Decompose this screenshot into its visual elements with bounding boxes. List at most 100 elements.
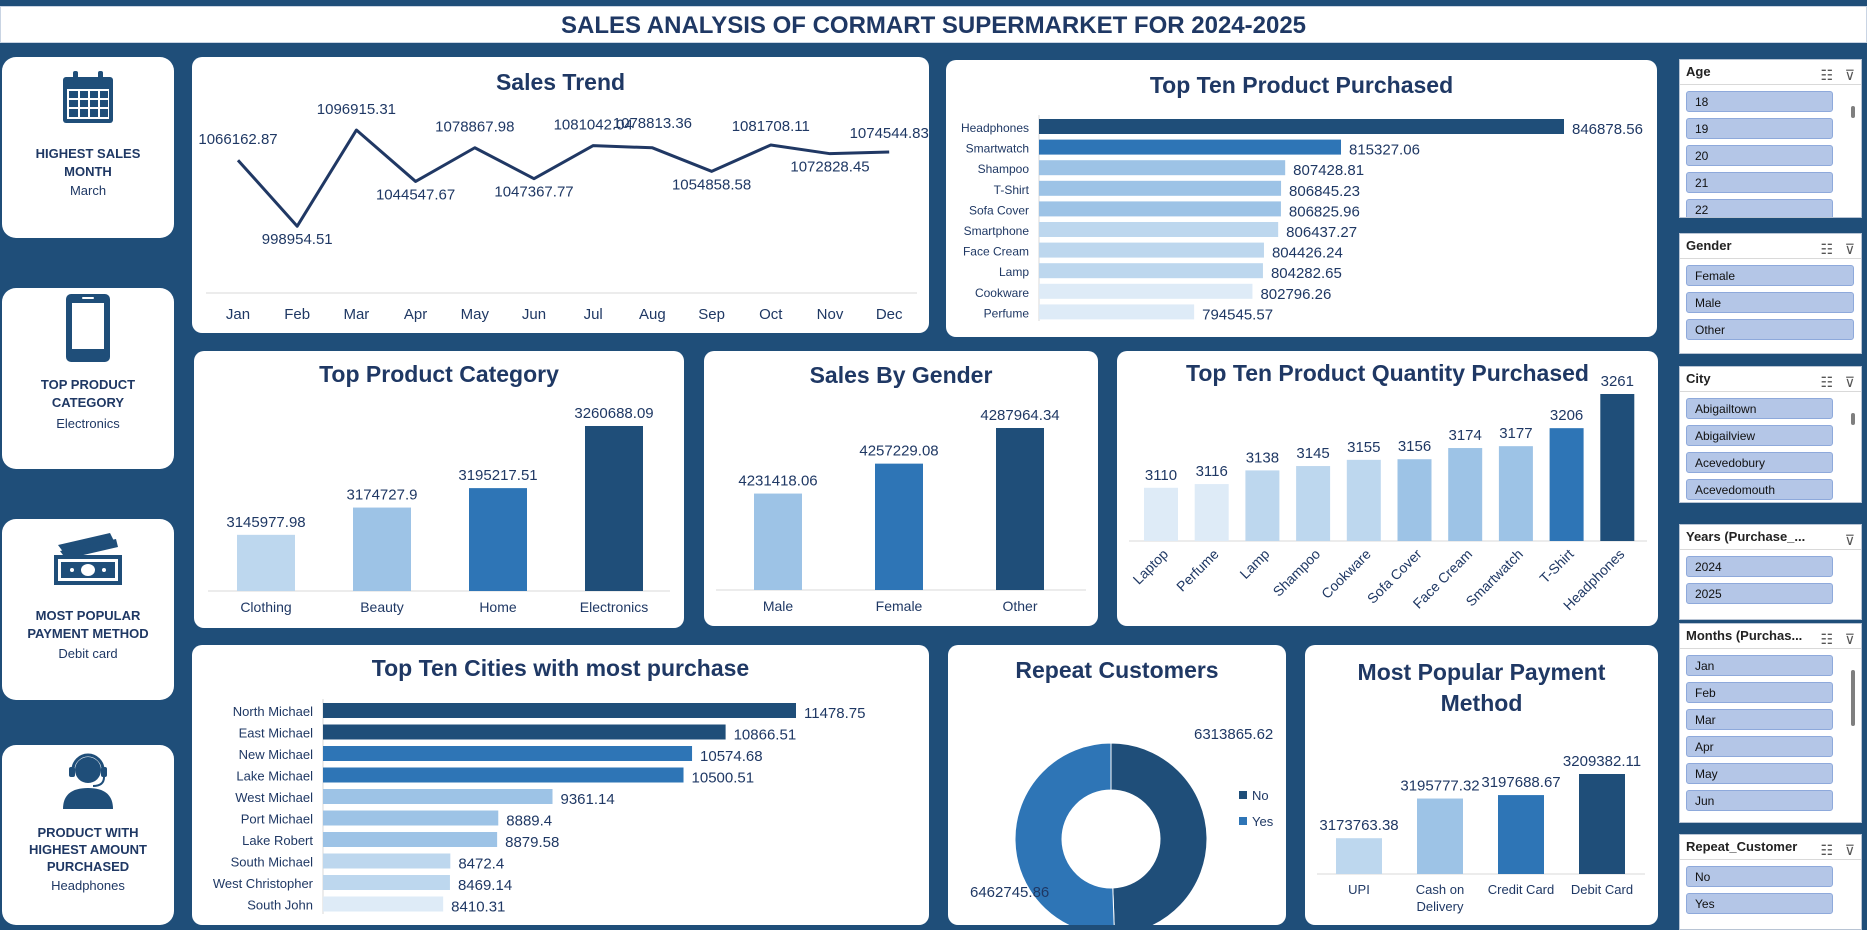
data-label: 11478.75 xyxy=(804,705,865,722)
data-label: 3206 xyxy=(1550,407,1583,424)
scrollbar[interactable] xyxy=(1851,106,1855,118)
x-tick-label: Apr xyxy=(404,306,427,323)
slicer-item[interactable]: 18 xyxy=(1686,91,1833,112)
slicer-item[interactable]: 19 xyxy=(1686,118,1833,139)
bar xyxy=(1039,119,1564,134)
slicer-item[interactable]: Male xyxy=(1686,292,1854,313)
x-tick-label: Electronics xyxy=(580,599,648,615)
clear-filter-icon[interactable]: ⊽ xyxy=(1844,67,1855,83)
x-tick-label: Mar xyxy=(343,306,369,323)
slicer-item[interactable]: Apr xyxy=(1686,736,1833,757)
y-tick-label: West Michael xyxy=(235,790,313,805)
data-label: 1096915.31 xyxy=(317,101,396,118)
data-label: 3145977.98 xyxy=(226,514,305,531)
slicer-title: Gender xyxy=(1686,238,1732,253)
slicer-repeat-customer[interactable]: Repeat_Customer ☷ ⊽ No Yes xyxy=(1679,834,1862,930)
slicer-item[interactable]: 21 xyxy=(1686,172,1833,193)
slicer-item[interactable]: Acevedomouth xyxy=(1686,479,1833,500)
slicer-item[interactable]: Jan xyxy=(1686,655,1833,676)
slicer-item[interactable]: May xyxy=(1686,763,1833,784)
multi-select-icon[interactable]: ☷ xyxy=(1820,374,1833,390)
top-qty-panel: Top Ten Product Quantity Purchased 3110 L… xyxy=(1117,351,1658,626)
y-tick-label: Lake Robert xyxy=(242,833,313,848)
slicer-item[interactable]: Other xyxy=(1686,319,1854,340)
kpi-label: CATEGORY xyxy=(51,395,125,410)
data-label: 806825.96 xyxy=(1289,203,1360,220)
data-label: 3195777.32 xyxy=(1400,778,1479,795)
y-tick-label: Sofa Cover xyxy=(969,203,1029,217)
chart-title: Top Ten Product Quantity Purchased xyxy=(1186,360,1589,386)
scrollbar[interactable] xyxy=(1851,670,1855,726)
slicer-age[interactable]: Age ☷ ⊽ 18 19 20 21 22 xyxy=(1679,59,1862,218)
bar xyxy=(1397,459,1432,541)
clear-filter-icon[interactable]: ⊽ xyxy=(1844,631,1855,647)
legend-swatch xyxy=(1239,791,1247,799)
clear-filter-icon[interactable]: ⊽ xyxy=(1844,374,1855,390)
smartphone-icon xyxy=(65,293,111,368)
kpi-label: HIGHEST AMOUNT xyxy=(29,842,147,857)
data-label: 3116 xyxy=(1196,463,1228,480)
kpi-value: Headphones xyxy=(51,878,125,893)
multi-select-icon[interactable]: ☷ xyxy=(1820,67,1833,83)
slicer-item[interactable]: 22 xyxy=(1686,199,1833,217)
x-tick-label: Cash on xyxy=(1416,882,1464,897)
multi-select-icon[interactable]: ☷ xyxy=(1820,631,1833,647)
x-tick-label: Laptop xyxy=(1130,546,1172,588)
bar xyxy=(585,426,643,591)
bar xyxy=(323,896,444,912)
x-tick-label: Female xyxy=(876,598,923,614)
bar xyxy=(1336,838,1382,874)
multi-select-icon[interactable]: ☷ xyxy=(1820,842,1833,858)
x-tick-label: UPI xyxy=(1348,882,1370,897)
x-tick-label: Clothing xyxy=(240,599,291,615)
top-cities-panel: Top Ten Cities with most purchase North … xyxy=(192,645,929,925)
slicer-gender[interactable]: Gender ☷ ⊽ Female Male Other xyxy=(1679,233,1862,354)
cash-icon xyxy=(52,531,124,592)
slicer-item[interactable]: Abigailview xyxy=(1686,425,1833,446)
slicer-item[interactable]: Jun xyxy=(1686,790,1833,811)
chart-title: Top Product Category xyxy=(319,361,559,387)
data-label: 3261 xyxy=(1601,373,1634,390)
slicer-item[interactable]: No xyxy=(1686,866,1833,887)
multi-select-icon[interactable]: ☷ xyxy=(1820,241,1833,257)
slicer-months[interactable]: Months (Purchas... ☷ ⊽ Jan Feb Mar Apr M… xyxy=(1679,623,1862,823)
slicer-item[interactable]: 2024 xyxy=(1686,556,1833,577)
clear-filter-icon[interactable]: ⊽ xyxy=(1844,532,1855,548)
slicer-item[interactable]: Acevedobury xyxy=(1686,452,1833,473)
slicer-item[interactable]: 2025 xyxy=(1686,583,1833,604)
data-label: 3145 xyxy=(1296,445,1329,462)
bar xyxy=(323,746,693,761)
data-label: 4231418.06 xyxy=(738,473,817,490)
y-tick-label: Face Cream xyxy=(963,245,1029,259)
data-label: 807428.81 xyxy=(1293,162,1364,179)
slicer-title: City xyxy=(1686,371,1711,386)
scrollbar[interactable] xyxy=(1851,413,1855,425)
data-label: 10866.51 xyxy=(734,727,797,744)
slicer-city[interactable]: City ☷ ⊽ Abigailtown Abigailview Acevedo… xyxy=(1679,366,1862,503)
y-tick-label: Lake Michael xyxy=(236,769,313,784)
slicer-item[interactable]: Female xyxy=(1686,265,1854,286)
slicer-item[interactable]: 20 xyxy=(1686,145,1833,166)
slicer-item[interactable]: Mar xyxy=(1686,709,1833,730)
x-tick-label: Dec xyxy=(876,306,903,323)
x-tick-label: Perfume xyxy=(1173,546,1222,595)
clear-filter-icon[interactable]: ⊽ xyxy=(1844,842,1855,858)
sales-gender-chart: 4231418.06 Male 4257229.08 Female 4287964.34… xyxy=(716,407,1086,614)
payment-method-chart: 3173763.38 UPI 3195777.32 Cash on Delivery 31… xyxy=(1317,753,1645,914)
sales-gender-panel: Sales By Gender 4231418.06 Male 4257229.08… xyxy=(704,351,1098,626)
data-label: 8410.31 xyxy=(451,899,505,916)
x-tick-label: Delivery xyxy=(1417,899,1464,914)
x-tick-label: Jul xyxy=(584,306,603,323)
clear-filter-icon[interactable]: ⊽ xyxy=(1844,241,1855,257)
data-label: 1066162.87 xyxy=(198,131,277,148)
slicer-item[interactable]: Feb xyxy=(1686,682,1833,703)
kpi-label: PRODUCT WITH xyxy=(37,825,139,840)
data-label: 802796.26 xyxy=(1260,286,1331,303)
bar xyxy=(1039,180,1282,196)
slicer-item[interactable]: Yes xyxy=(1686,893,1833,914)
series-line xyxy=(236,128,890,228)
data-label: 6462745.86 xyxy=(970,884,1049,901)
bar xyxy=(754,493,802,590)
slicer-years[interactable]: Years (Purchase_... ⊽ 2024 2025 xyxy=(1679,524,1862,620)
slicer-item[interactable]: Abigailtown xyxy=(1686,398,1833,419)
